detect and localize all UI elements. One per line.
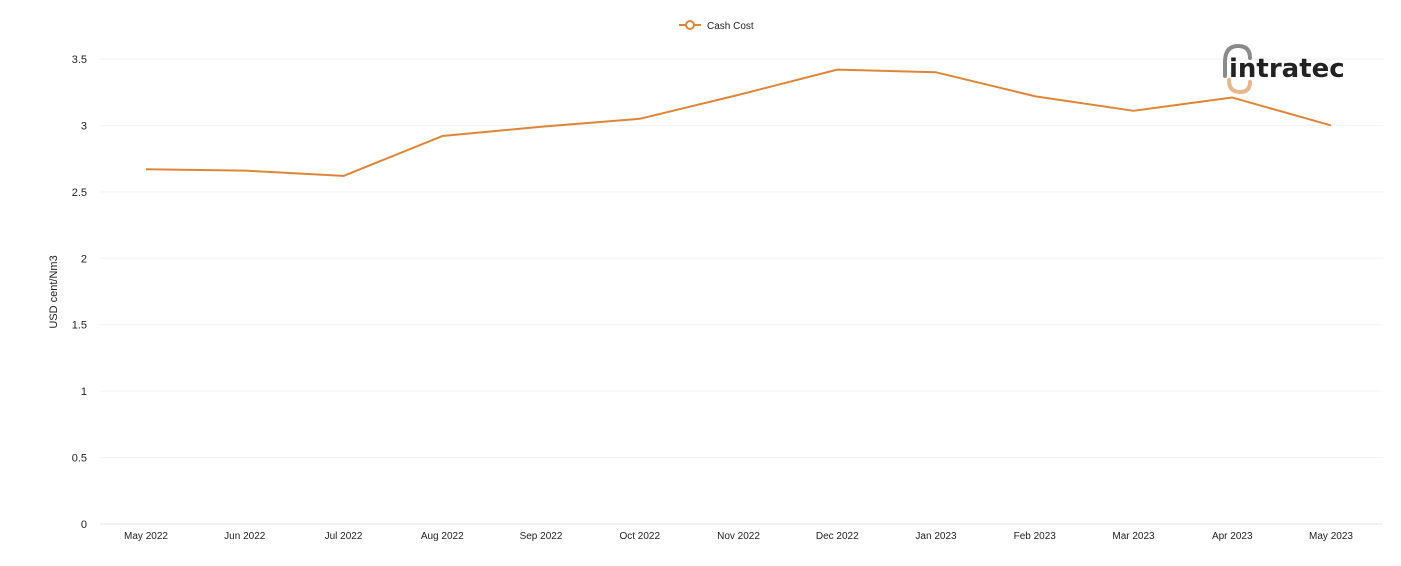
y-tick-label: 3: [81, 120, 87, 132]
data-point[interactable]: [1228, 94, 1236, 102]
legend-circle-icon: [685, 20, 695, 30]
data-point[interactable]: [1327, 121, 1335, 129]
y-tick-label: 2.5: [72, 187, 87, 199]
x-tick-label: Apr 2023: [1212, 531, 1253, 542]
y-axis-title: USD cent/Nm3: [48, 255, 60, 328]
x-tick-label: May 2022: [124, 531, 168, 542]
intratec-logo: intratec: [1223, 43, 1345, 95]
data-point[interactable]: [636, 115, 644, 123]
y-tick-label: 3.5: [72, 54, 87, 66]
y-tick-label: 2: [81, 253, 87, 265]
data-point[interactable]: [241, 167, 249, 175]
x-tick-label: Jan 2023: [915, 531, 957, 542]
logo-hook-icon: [1227, 78, 1252, 95]
x-tick-label: Feb 2023: [1014, 531, 1057, 542]
x-tick-label: Oct 2022: [619, 531, 660, 542]
x-tick-label: Dec 2022: [816, 531, 859, 542]
legend-label-cash-cost: Cash Cost: [707, 21, 754, 32]
data-point[interactable]: [833, 66, 841, 74]
y-axis-ticks: 0 0.5 1 1.5 2 2.5 3 3.5: [72, 54, 87, 531]
data-point[interactable]: [537, 123, 545, 131]
y-tick-label: 1.5: [72, 320, 87, 332]
x-tick-label: Nov 2022: [717, 531, 760, 542]
x-tick-label: Aug 2022: [421, 531, 464, 542]
x-tick-label: Jul 2022: [325, 531, 363, 542]
series-line-cash-cost[interactable]: [145, 68, 1332, 177]
y-tick-label: 0: [81, 519, 87, 531]
data-point[interactable]: [340, 172, 348, 180]
legend[interactable]: Cash Cost: [679, 20, 754, 32]
x-tick-label: Sep 2022: [520, 531, 563, 542]
logo-wordmark: intratec: [1229, 54, 1345, 84]
data-point[interactable]: [142, 165, 150, 173]
data-point[interactable]: [735, 91, 743, 99]
x-tick-label: Jun 2022: [224, 531, 266, 542]
data-point[interactable]: [438, 132, 446, 140]
grid-layer: [100, 58, 1383, 525]
y-tick-label: 0.5: [72, 453, 87, 465]
data-point[interactable]: [1031, 92, 1039, 100]
data-point[interactable]: [932, 68, 940, 76]
logo-arc-icon: [1223, 43, 1252, 78]
x-tick-label: May 2023: [1309, 531, 1353, 542]
x-tick-label: Mar 2023: [1112, 531, 1155, 542]
x-axis-ticks: May 2022 Jun 2022 Jul 2022 Aug 2022 Sep 2022…: [124, 531, 1353, 542]
data-point[interactable]: [1130, 107, 1138, 115]
series-layer: [142, 66, 1335, 180]
y-tick-label: 1: [81, 386, 87, 398]
